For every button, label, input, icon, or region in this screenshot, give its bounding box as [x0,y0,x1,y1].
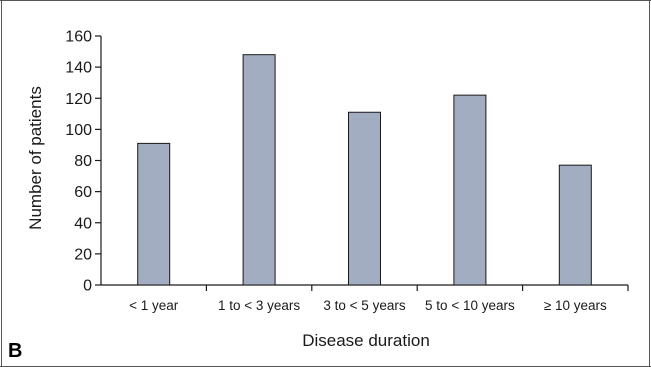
y-tick-label: 60 [74,184,92,201]
y-tick-label: 160 [65,29,92,46]
x-tick-label: 5 to < 10 years [425,298,515,313]
y-tick-label: 40 [74,215,92,232]
bar [348,111,381,286]
bar [137,142,171,286]
plot-area: 0 20 40 60 80 100 120 140 160 < 1 year 1 to < 3 ye… [65,29,629,313]
x-tick-label: < 1 year [129,298,179,313]
y-tick-label: 80 [74,153,92,170]
x-tick-label: ≥ 10 years [544,298,607,313]
y-tick-label: 140 [65,60,92,77]
bar [242,54,276,286]
y-tick-label: 120 [65,91,92,108]
panel-label: B [8,340,22,362]
bar [558,164,592,286]
x-tick-label: 3 to < 5 years [323,298,405,313]
y-axis-title: Number of patients [26,86,45,230]
bar [453,94,487,286]
x-tick-label: 1 to < 3 years [218,298,300,313]
y-tick-label: 0 [83,278,92,295]
x-axis-title: Disease duration [302,331,430,350]
y-tick-label: 20 [74,246,92,263]
y-tick-label: 100 [65,122,92,139]
